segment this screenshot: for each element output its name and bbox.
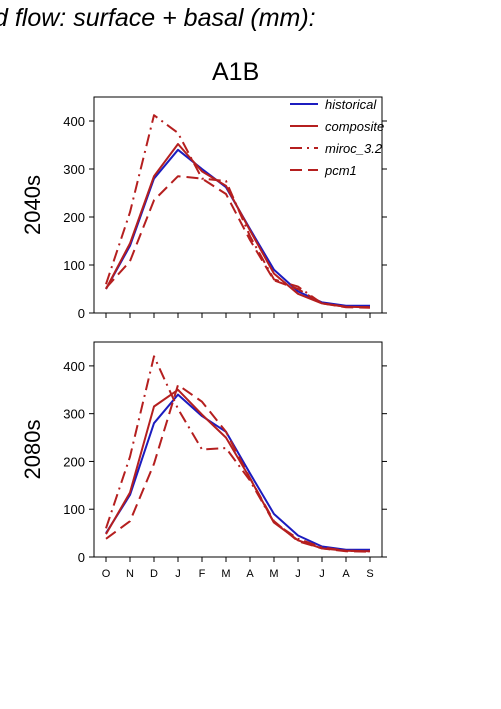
x-tick-label: N: [126, 568, 134, 580]
y-tick-label: 300: [63, 162, 85, 177]
x-tick-label: M: [269, 568, 278, 580]
x-tick-label: A: [246, 568, 254, 580]
y-tick-label: 0: [78, 306, 85, 321]
x-tick-label: J: [319, 568, 325, 580]
x-tick-label: O: [102, 568, 111, 580]
series-line-composite: [105, 388, 371, 553]
x-tick-label: A: [342, 568, 350, 580]
series-line-historical: [105, 393, 370, 551]
plot-frame: [93, 96, 383, 314]
row-label-2080s: 2080s: [20, 420, 45, 480]
x-tick-label: M: [221, 568, 230, 580]
y-tick-label: 300: [63, 407, 85, 422]
x-tick-label: S: [366, 568, 373, 580]
series-line-pcm1: [105, 175, 371, 309]
chart-panel-2080s: 0 100 200 300 400 O N D J F M A M J J A S 2080s: [20, 341, 387, 580]
legend-label-pcm1: pcm1: [324, 163, 357, 178]
scenario-title: A1B: [212, 58, 260, 86]
legend-label-miroc_3.2: miroc_3.2: [325, 141, 383, 156]
y-tick-label: 400: [63, 114, 85, 129]
legend-label-historical: historical: [325, 97, 377, 112]
series-line-pcm1: [105, 384, 371, 553]
chart-panel-2040s: 0 100 200 300 400 2040s historical composite mir…: [20, 96, 387, 321]
plot-frame: [93, 341, 383, 558]
x-tick-label: F: [199, 568, 206, 580]
y-tick-label: 100: [63, 258, 85, 273]
y-tick-label: 200: [63, 454, 85, 469]
series-line-miroc_3.2: [105, 355, 371, 553]
y-tick-label: 400: [63, 359, 85, 374]
x-tick-label: J: [175, 568, 181, 580]
x-tick-label: D: [150, 568, 158, 580]
page-title: d flow: surface + basal (mm):: [0, 4, 316, 32]
row-label-2040s: 2040s: [20, 175, 45, 235]
legend-label-composite: composite: [325, 119, 384, 134]
y-tick-label: 0: [78, 550, 85, 565]
x-tick-label: J: [295, 568, 301, 580]
y-tick-label: 200: [63, 210, 85, 225]
y-tick-label: 100: [63, 502, 85, 517]
